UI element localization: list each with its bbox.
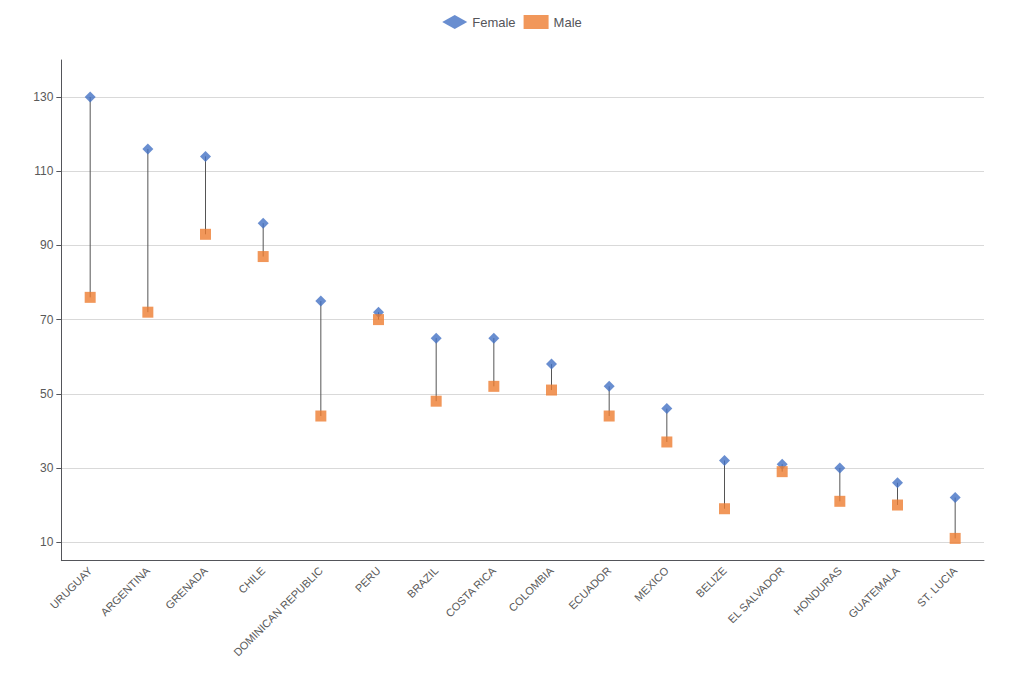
svg-text:Female: Female (472, 15, 515, 30)
svg-text:MEXICO: MEXICO (632, 564, 671, 603)
svg-text:110: 110 (34, 164, 53, 178)
svg-text:HONDURAS: HONDURAS (791, 564, 844, 617)
svg-text:10: 10 (40, 535, 54, 549)
svg-text:30: 30 (40, 461, 54, 475)
svg-text:EL SALVADOR: EL SALVADOR (725, 564, 786, 625)
svg-text:COLOMBIA: COLOMBIA (506, 564, 556, 614)
svg-text:DOMINICAN REPUBLIC: DOMINICAN REPUBLIC (231, 564, 325, 658)
svg-text:CHILE: CHILE (236, 564, 267, 595)
svg-text:GRENADA: GRENADA (163, 564, 210, 611)
svg-text:ECUADOR: ECUADOR (566, 564, 613, 611)
svg-text:Male: Male (554, 15, 582, 30)
svg-text:90: 90 (40, 238, 54, 252)
svg-text:PERU: PERU (353, 564, 383, 594)
svg-text:130: 130 (33, 90, 53, 104)
svg-text:URUGUAY: URUGUAY (48, 564, 95, 611)
svg-text:GUATEMALA: GUATEMALA (846, 564, 902, 620)
svg-text:50: 50 (40, 387, 54, 401)
svg-text:70: 70 (40, 313, 54, 327)
svg-text:BELIZE: BELIZE (693, 564, 728, 599)
svg-text:BRAZIL: BRAZIL (405, 564, 441, 600)
svg-text:ARGENTINA: ARGENTINA (98, 564, 152, 618)
svg-text:COSTA RICA: COSTA RICA (443, 564, 498, 619)
svg-text:ST. LUCIA: ST. LUCIA (915, 564, 960, 609)
